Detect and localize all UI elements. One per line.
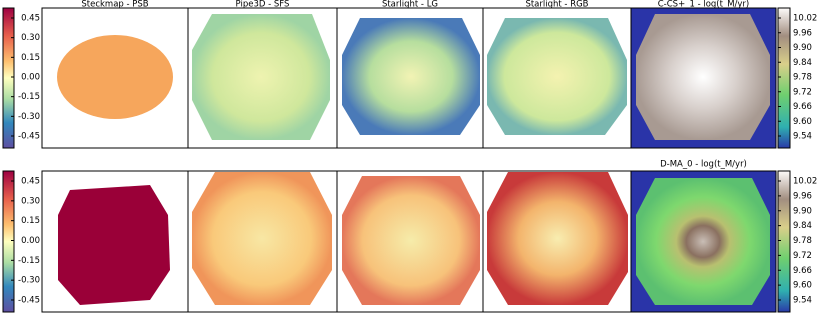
colorbar xyxy=(777,7,791,149)
colorbar xyxy=(2,7,15,149)
map xyxy=(192,172,332,305)
colorbar-tick-label: 9.90 xyxy=(793,43,812,53)
colorbar-tick-label: 9.72 xyxy=(793,251,812,261)
panel-title: Pipe3D - SFS xyxy=(236,0,290,10)
colorbar-tick-label: 9.78 xyxy=(793,236,812,246)
panel-title: Steckmap - PSB xyxy=(81,0,148,10)
panel-title: D-MA_0 - log(t_M/yr) xyxy=(660,160,747,170)
colorbar-tick-label: 10.02 xyxy=(793,14,817,24)
map-row xyxy=(57,8,776,148)
colorbar-tick-label: 9.90 xyxy=(793,206,812,216)
colorbar-tick-label: 0.30 xyxy=(21,196,40,206)
colorbar-tick-label: 9.72 xyxy=(793,87,812,97)
panel-title: Starlight - LG xyxy=(382,0,438,10)
colorbar-tick-label: 9.54 xyxy=(793,296,812,306)
map xyxy=(57,35,173,119)
colorbar-tick-label: -0.45 xyxy=(18,132,40,142)
panel-title: C-CS+_1 - log(t_M/yr) xyxy=(658,0,749,10)
panel-frame xyxy=(630,7,777,149)
panel-frames xyxy=(41,7,777,313)
colorbar-tick-label: 9.60 xyxy=(793,281,812,291)
map xyxy=(342,18,480,135)
colorbar-tick-label: 0.15 xyxy=(21,53,40,63)
map xyxy=(487,18,627,135)
colorbar-tick-label: 9.60 xyxy=(793,117,812,127)
map xyxy=(636,14,770,140)
map xyxy=(58,185,170,305)
map xyxy=(636,178,770,305)
map-row xyxy=(58,171,776,312)
colorbar xyxy=(2,170,15,313)
colorbar-tick-label: 9.66 xyxy=(793,102,812,112)
map xyxy=(342,176,480,305)
colorbar-tick-label: 0.45 xyxy=(21,177,40,187)
colorbar-tick-label: 0.00 xyxy=(21,236,40,246)
colorbar-tick-label: -0.15 xyxy=(18,256,40,266)
colorbar-tick-label: -0.15 xyxy=(18,92,40,102)
colorbar-tick-label: -0.45 xyxy=(18,296,40,306)
colorbar-tick-label: 9.84 xyxy=(793,221,812,231)
panel-frame xyxy=(630,170,777,313)
panel-title: Starlight - RGB xyxy=(525,0,588,10)
colorbar-tick-label: -0.30 xyxy=(18,112,40,122)
colorbar-tick-label: 9.96 xyxy=(793,191,812,201)
colorbar-tick-label: 0.30 xyxy=(21,33,40,43)
colorbar-tick-label: 9.66 xyxy=(793,266,812,276)
colorbar-tick-label: 9.78 xyxy=(793,73,812,83)
labels: 0.45 0.30 0.15 0.00 -0.15 -0.30 -0.45 10.02 9.96… xyxy=(11,0,817,306)
colorbar-tick-label: 9.54 xyxy=(793,132,812,142)
colorbar-tick-label: -0.30 xyxy=(18,276,40,286)
colorbar xyxy=(777,170,791,313)
map xyxy=(487,172,628,305)
colorbar-tick-label: 9.96 xyxy=(793,28,812,38)
colorbar-tick-label: 0.15 xyxy=(21,216,40,226)
colorbar-tick-label: 9.84 xyxy=(793,58,812,68)
colorbar-tick-label: 0.00 xyxy=(21,73,40,83)
map xyxy=(192,14,330,140)
colorbar-tick-label: 10.02 xyxy=(793,177,817,187)
colorbar-tick-label: 0.45 xyxy=(21,14,40,24)
